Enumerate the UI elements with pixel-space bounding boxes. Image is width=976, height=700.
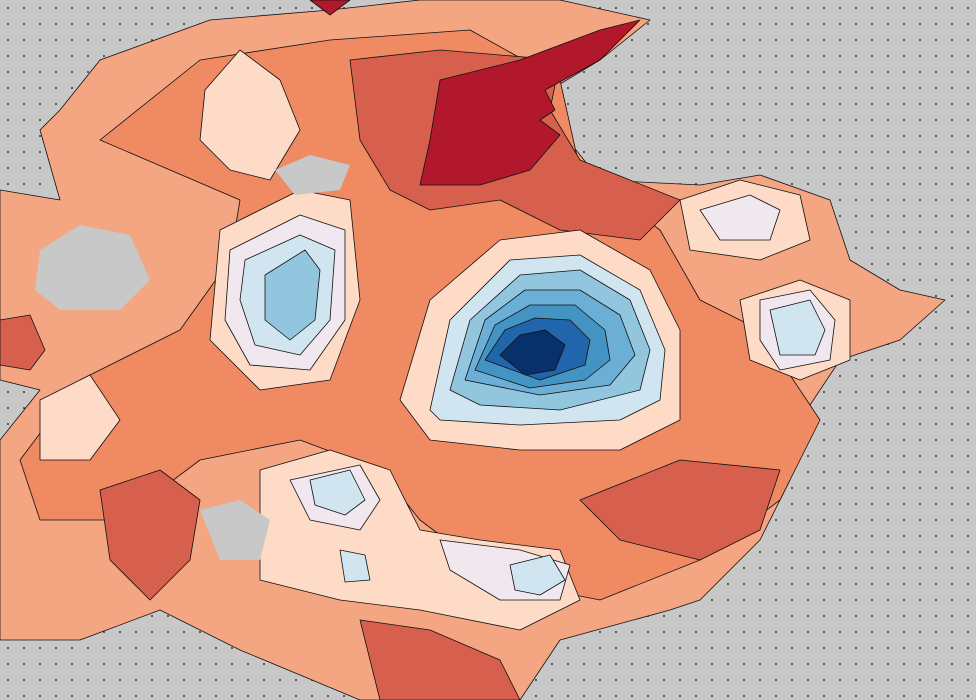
region: [699, 194, 781, 241]
region: [339, 549, 371, 583]
region: [39, 374, 121, 461]
region: [579, 459, 781, 561]
region: [99, 469, 201, 601]
region: [0, 314, 46, 371]
region: [769, 299, 826, 356]
region: [264, 249, 321, 341]
region: [499, 329, 566, 376]
no-data: [275, 155, 350, 195]
region: [359, 619, 521, 700]
contour-fill: [0, 0, 946, 700]
region: [419, 19, 641, 186]
no-data: [35, 225, 150, 310]
region: [199, 49, 301, 181]
region: [309, 469, 366, 516]
no-data: [200, 500, 270, 560]
region: [309, 0, 351, 16]
region: [509, 554, 566, 596]
